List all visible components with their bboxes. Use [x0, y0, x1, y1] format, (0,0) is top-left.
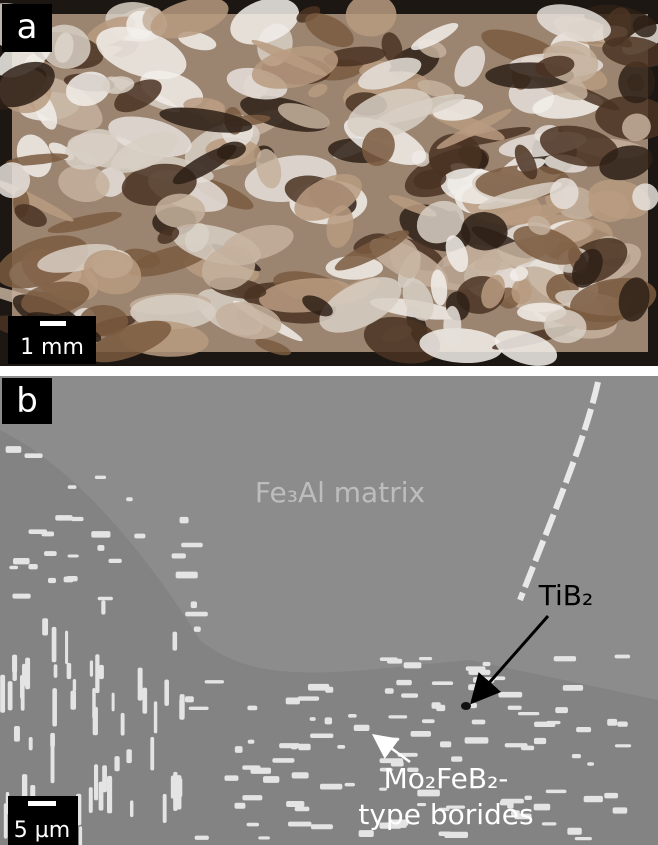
micrograph-a: [0, 0, 658, 373]
scale-bar: [28, 801, 56, 806]
borides-label: Mo₂FeB₂-: [384, 762, 509, 795]
panel-letter: a: [17, 7, 38, 47]
matrix-label: Fe₃Al matrix: [255, 476, 425, 509]
tib2-label: TiB₂: [538, 579, 593, 612]
figure-page: {"panels": [ {"letter": "a", "scale_bar"…: [0, 0, 658, 845]
panel-letter: b: [16, 381, 38, 421]
figure: a 1 mm b Fe₃Al matrix TiB₂ Mo₂FeB₂- type…: [0, 0, 658, 845]
scale-bar-label: 5 µm: [14, 818, 70, 843]
scale-bar: [40, 321, 66, 326]
borides-label: type borides: [358, 798, 533, 831]
scale-bar-label: 1 mm: [20, 335, 84, 360]
